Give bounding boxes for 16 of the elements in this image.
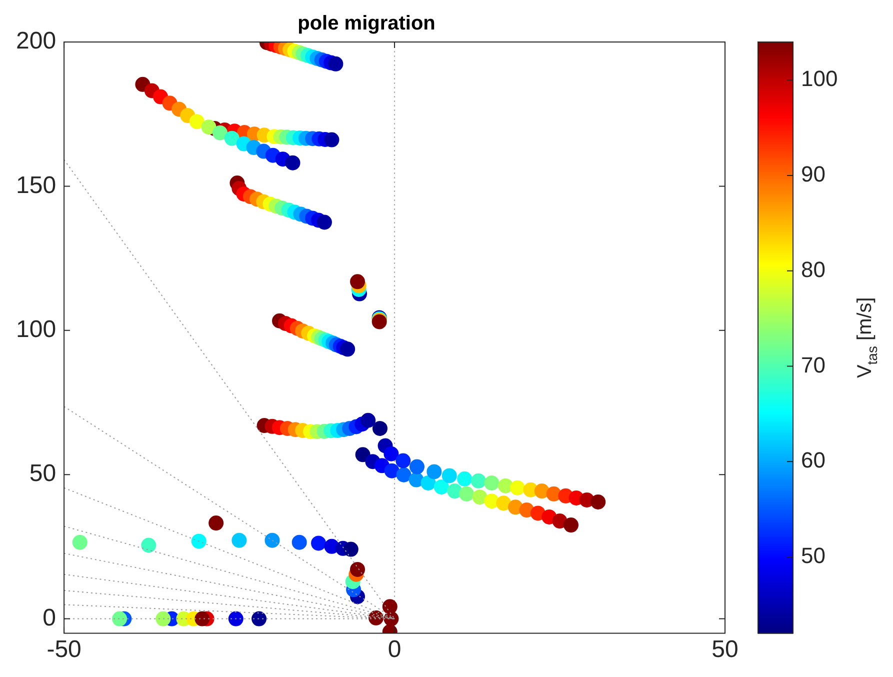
color-bar-title: Vtas [m/s] (854, 297, 880, 378)
color-bar-label: 50 (801, 542, 826, 568)
x-tick-label: 0 (388, 636, 402, 664)
y-tick-label: 50 (29, 460, 56, 488)
y-tick-label: 200 (16, 28, 56, 55)
x-tick-label: -50 (46, 636, 82, 664)
chart-title: pole migration (298, 12, 436, 35)
color-bar-label: 90 (801, 162, 826, 187)
color-bar-label: 60 (801, 448, 826, 473)
y-tick-label: 0 (42, 604, 56, 632)
x-tick-label: 50 (712, 636, 738, 664)
color-bar-label: 70 (801, 352, 826, 378)
y-tick-label: 100 (16, 316, 56, 344)
y-tick-label: 150 (16, 172, 56, 199)
color-bar-label: 100 (801, 66, 838, 92)
color-bar-label: 80 (801, 256, 826, 282)
